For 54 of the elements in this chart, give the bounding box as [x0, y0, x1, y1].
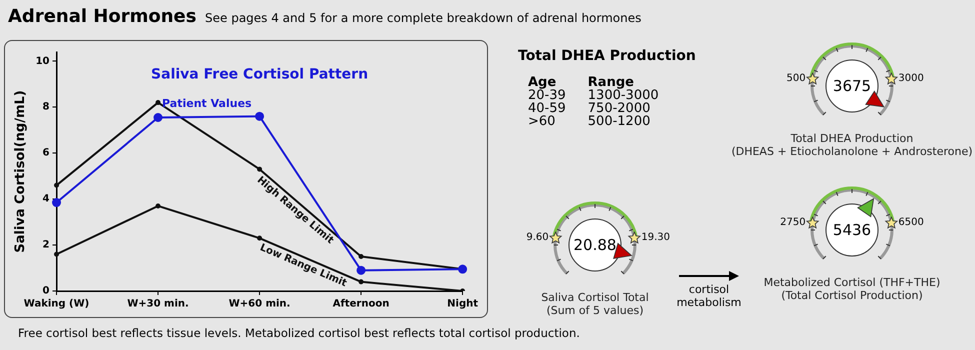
text: Total DHEA Production	[790, 132, 914, 145]
text: 750-2000	[588, 101, 652, 116]
text: Range	[588, 75, 634, 90]
point	[52, 198, 62, 208]
y-tick-label: 2	[42, 240, 50, 251]
text: (Sum of 5 values)	[546, 304, 644, 317]
text: 19.30	[641, 231, 670, 246]
y-tick-label: 6	[42, 148, 50, 159]
text: See pages 4 and 5 for a more complete breakdown of adrenal hormones	[205, 11, 642, 25]
text: (DHEAS + Etiocholanolone + Androsterone)	[730, 145, 974, 158]
text: 500	[786, 72, 806, 86]
text: Total DHEA Production	[518, 48, 696, 64]
x-tick-label: W+30 min.	[127, 298, 189, 310]
text: Saliva Free Cortisol Pattern	[151, 66, 368, 83]
point	[156, 100, 161, 106]
y-tick-label: 0	[42, 286, 50, 297]
y-tick-label: 4	[42, 194, 50, 205]
point	[255, 112, 264, 121]
text: 40-59	[528, 101, 567, 116]
point	[356, 266, 366, 275]
y-tick-label: 10	[36, 56, 50, 67]
text: >60	[528, 114, 556, 129]
text: 1300-3000	[588, 88, 660, 103]
y-axis-title: Saliva Cortisol(ng/mL)	[13, 90, 28, 253]
point	[358, 279, 364, 284]
x-tick-label: W+60 min.	[228, 298, 290, 310]
x-tick-label: Waking (W)	[24, 298, 90, 310]
text: (Total Cortisol Production)	[781, 289, 923, 302]
point	[54, 252, 60, 257]
point	[257, 236, 262, 241]
point	[54, 182, 60, 188]
text: Metabolized Cortisol (THF+THE)	[764, 276, 940, 289]
x-tick-label: Night	[447, 298, 478, 310]
series-label: Patient Values	[162, 96, 252, 110]
point	[358, 254, 364, 260]
data-label: 3675	[832, 76, 872, 96]
text: 20-39	[528, 88, 567, 103]
text: cortisol metabolism	[676, 283, 742, 309]
data-label: 5436	[832, 220, 872, 240]
text: 6500	[898, 216, 924, 230]
text: 9.60	[526, 231, 549, 246]
data-label: 20.88	[572, 235, 618, 255]
point	[154, 112, 163, 122]
point	[156, 203, 161, 208]
text: Adrenal Hormones	[8, 6, 196, 27]
text: 500-1200	[588, 114, 652, 129]
text: Free cortisol best reflects tissue levels. Metabolized cortisol best reflects total cortisol production.	[18, 326, 580, 340]
text: 3000	[898, 72, 924, 86]
y-tick-label: 8	[42, 102, 50, 113]
text: 2750	[780, 216, 806, 230]
x-tick-label: Afternoon	[332, 298, 390, 310]
point	[257, 166, 262, 172]
text: Saliva Cortisol Total	[541, 291, 649, 304]
text: Age	[528, 75, 556, 90]
